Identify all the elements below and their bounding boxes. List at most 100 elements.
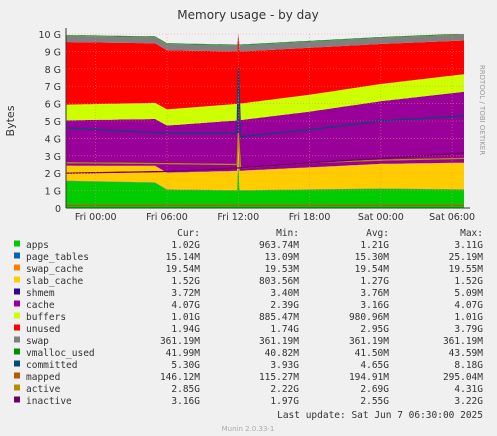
legend-swatch-vmalloc-used <box>14 348 20 355</box>
legend-value: 803.56M <box>259 276 299 287</box>
legend-value: 19.55M <box>449 264 484 275</box>
legend-value: 15.30M <box>355 252 390 263</box>
y-tick-label: 2 G <box>45 169 61 180</box>
x-tick-label: Sat 06:00 <box>429 212 475 223</box>
legend-value: 361.19M <box>349 336 389 347</box>
legend-value: 19.54M <box>355 264 390 275</box>
area-cache <box>66 85 464 173</box>
legend-header-max: Max: <box>460 228 483 239</box>
line-inactive <box>65 152 465 174</box>
legend-value: 4.07G <box>171 300 200 311</box>
legend-value: 295.04M <box>443 372 483 383</box>
legend-value: 3.72M <box>171 288 200 299</box>
legend-name: swap_cache <box>26 264 83 275</box>
y-tick-label: 6 G <box>45 100 61 111</box>
legend-value: 3.11G <box>454 240 483 251</box>
legend-value: 13.09M <box>265 252 300 263</box>
legend-value: 2.95G <box>360 324 389 335</box>
legend-value: 19.54M <box>166 264 201 275</box>
area-vmalloc-used <box>66 34 464 46</box>
area-buffers <box>66 69 464 126</box>
legend-value: 1.52G <box>171 276 200 287</box>
legend-value: 4.65G <box>360 360 389 371</box>
legend-name: vmalloc_used <box>26 348 95 359</box>
axes: 0 1 G 2 G 3 G 4 G 5 G 6 G 7 G 8 G 9 G 10 G Fri 00:0… <box>39 28 475 223</box>
legend-value: 3.79G <box>454 324 483 335</box>
legend-name: apps <box>26 240 49 251</box>
y-tick-label: 8 G <box>45 65 61 76</box>
legend-value: 19.53M <box>265 264 300 275</box>
y-axis-label: Bytes <box>4 105 17 136</box>
legend-header-min: Min: <box>276 228 299 239</box>
legend-value: 4.07G <box>454 300 483 311</box>
legend-value: 361.19M <box>443 336 483 347</box>
legend-value: 3.16G <box>360 300 389 311</box>
legend-name: unused <box>26 324 60 335</box>
legend-value: 2.55G <box>360 396 389 407</box>
legend-name: active <box>26 384 61 395</box>
legend: Cur: Min: Avg: Max: apps 1.02G 963.74M 1.21G 3.1… <box>14 228 483 407</box>
legend-swatch-apps <box>14 240 20 247</box>
legend-name: page_tables <box>26 252 89 263</box>
last-update-text: Last update: Sat Jun 7 06:30:00 2025 <box>277 410 483 421</box>
legend-value: 2.39G <box>270 300 299 311</box>
legend-name: cache <box>26 300 55 311</box>
y-tick-label: 10 G <box>39 30 61 41</box>
legend-value: 361.19M <box>160 336 200 347</box>
y-tick-label: 0 <box>55 204 61 215</box>
legend-name: swap <box>26 336 49 347</box>
legend-value: 41.50M <box>355 348 390 359</box>
legend-value: 3.22G <box>454 396 483 407</box>
legend-name: mapped <box>26 372 60 383</box>
plot-lines <box>65 67 465 207</box>
legend-name: inactive <box>26 396 72 407</box>
y-tick-label: 3 G <box>45 152 61 163</box>
legend-value: 980.96M <box>349 312 389 323</box>
area-unused <box>66 34 464 110</box>
area-slab-cache <box>66 136 464 190</box>
legend-value: 4.31G <box>454 384 483 395</box>
legend-value: 1.02G <box>171 240 200 251</box>
legend-value: 1.21G <box>360 240 389 251</box>
legend-swatch-active <box>14 384 20 391</box>
legend-value: 1.01G <box>171 312 200 323</box>
legend-swatch-mapped <box>14 372 20 379</box>
x-tick-label: Fri 18:00 <box>289 212 331 223</box>
legend-value: 194.91M <box>349 372 389 383</box>
legend-value: 5.30G <box>171 360 200 371</box>
legend-swatch-swap <box>14 336 20 343</box>
legend-swatch-swap-cache <box>14 264 20 271</box>
legend-value: 2.85G <box>171 384 200 395</box>
legend-value: 1.52G <box>454 276 483 287</box>
x-tick-label: Fri 06:00 <box>146 212 188 223</box>
y-tick-label: 9 G <box>45 47 61 58</box>
legend-value: 1.27G <box>360 276 389 287</box>
legend-name: buffers <box>26 312 66 323</box>
legend-value: 41.99M <box>166 348 201 359</box>
legend-swatch-shmem <box>14 288 20 295</box>
legend-value: 40.82M <box>265 348 300 359</box>
legend-value: 25.19M <box>449 252 484 263</box>
legend-name: committed <box>26 360 77 371</box>
legend-value: 1.97G <box>270 396 299 407</box>
legend-name: shmem <box>26 288 55 299</box>
legend-value: 15.14M <box>166 252 201 263</box>
legend-value: 361.19M <box>259 336 299 347</box>
legend-value: 963.74M <box>259 240 299 251</box>
legend-header-cur: Cur: <box>177 228 200 239</box>
legend-value: 115.27M <box>259 372 299 383</box>
side-credit-label: RRDTOOL / TOBI OETIKER <box>478 65 486 155</box>
y-tick-label: 7 G <box>45 82 61 93</box>
y-tick-label: 1 G <box>45 187 61 198</box>
munin-version-footer: Munin 2.0.33-1 <box>222 425 275 433</box>
legend-name: slab_cache <box>26 276 83 287</box>
legend-swatch-unused <box>14 324 20 331</box>
legend-value: 3.16G <box>171 396 200 407</box>
y-tick-label: 4 G <box>45 134 61 145</box>
chart-title: Memory usage - by day <box>177 8 318 22</box>
legend-value: 3.93G <box>270 360 299 371</box>
legend-value: 3.76M <box>360 288 389 299</box>
line-committed <box>65 67 465 138</box>
legend-value: 43.59M <box>449 348 484 359</box>
